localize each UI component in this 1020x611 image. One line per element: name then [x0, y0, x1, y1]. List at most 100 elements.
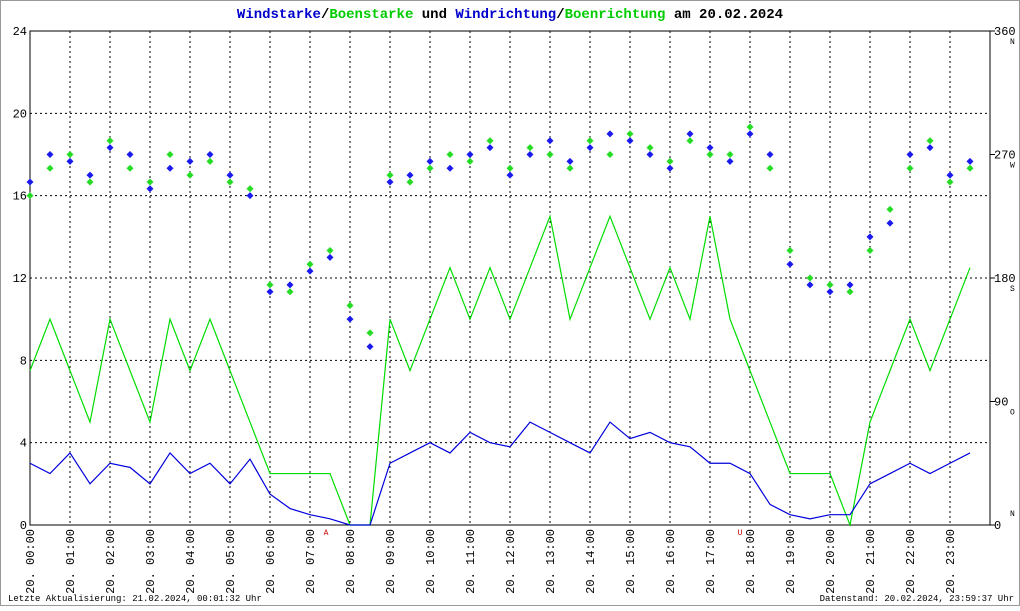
direction-point [206, 157, 214, 165]
direction-point [86, 171, 94, 179]
footer-left: Letzte Aktualisierung: 21.02.2024, 00:01… [8, 594, 262, 604]
direction-point [166, 164, 174, 172]
direction-point [506, 171, 514, 179]
direction-point [326, 253, 334, 261]
direction-point [586, 144, 594, 152]
direction-point [386, 171, 394, 179]
direction-point [246, 185, 254, 193]
direction-point [846, 288, 854, 296]
direction-point [906, 151, 914, 158]
direction-point [286, 281, 294, 289]
direction-point [946, 178, 954, 186]
direction-point [126, 151, 134, 158]
direction-point [946, 171, 954, 179]
chart-title: Windstarke/Boenstarke und Windrichtung/B… [237, 7, 783, 23]
x-tick-label: 20. 18:00 [744, 529, 758, 594]
direction-point [666, 164, 674, 172]
direction-point [26, 192, 34, 200]
direction-point [766, 151, 774, 158]
footer-right: Datenstand: 20.02.2024, 23:59:37 Uhr [820, 594, 1014, 604]
direction-point [726, 151, 734, 158]
direction-point [806, 281, 814, 289]
direction-point [526, 151, 534, 158]
direction-point [146, 178, 154, 186]
title-part: und [413, 7, 455, 23]
direction-point [446, 151, 454, 158]
annotation: U [738, 529, 743, 538]
direction-point [766, 164, 774, 172]
title-part: Windrichtung [455, 7, 556, 23]
direction-point [346, 315, 354, 323]
direction-point [226, 178, 234, 186]
direction-point [606, 151, 614, 158]
wind-line [29, 214, 971, 528]
direction-point [626, 130, 634, 138]
x-tick-label: 20. 08:00 [344, 529, 358, 594]
direction-point [726, 157, 734, 165]
x-tick-label: 20. 07:00 [304, 529, 318, 594]
title-part: / [321, 7, 329, 23]
y2-compass-label: S [1010, 285, 1015, 294]
direction-point [786, 247, 794, 255]
direction-point [486, 144, 494, 152]
direction-point [26, 178, 34, 186]
y2-tick-label: 270 [994, 149, 1016, 163]
y-tick-label: 12 [13, 272, 27, 286]
x-tick-label: 20. 09:00 [384, 529, 398, 594]
direction-point [126, 164, 134, 172]
x-tick-label: 20. 17:00 [704, 529, 718, 594]
direction-point [886, 205, 894, 213]
direction-point [226, 171, 234, 179]
direction-point [46, 151, 54, 158]
y-tick-label: 4 [20, 437, 27, 451]
direction-point [686, 137, 694, 145]
direction-point [926, 137, 934, 145]
direction-point [866, 233, 874, 241]
direction-point [286, 288, 294, 296]
x-tick-label: 20. 10:00 [424, 529, 438, 594]
direction-point [906, 164, 914, 172]
plot-frame [29, 30, 991, 526]
direction-point [826, 288, 834, 296]
direction-point [586, 137, 594, 145]
y-tick-label: 24 [13, 25, 27, 39]
direction-point [566, 164, 574, 172]
direction-point [526, 144, 534, 152]
direction-point [426, 157, 434, 165]
y2-compass-label: W [1010, 162, 1015, 171]
direction-point [466, 151, 474, 158]
direction-point [626, 137, 634, 145]
y-tick-label: 16 [13, 190, 27, 204]
direction-point [86, 178, 94, 186]
direction-point [546, 137, 554, 145]
direction-point [186, 157, 194, 165]
x-tick-label: 20. 15:00 [624, 529, 638, 594]
direction-point [846, 281, 854, 289]
direction-point [666, 157, 674, 165]
x-tick-label: 20. 02:00 [104, 529, 118, 594]
direction-point [926, 144, 934, 152]
x-tick-label: 20. 14:00 [584, 529, 598, 594]
y2-compass-label: N [1010, 510, 1015, 519]
x-tick-label: 20. 19:00 [784, 529, 798, 594]
x-tick-label: 20. 16:00 [664, 529, 678, 594]
direction-point [446, 164, 454, 172]
y2-tick-label: 180 [994, 272, 1016, 286]
x-tick-label: 20. 20:00 [824, 529, 838, 594]
direction-point [266, 281, 274, 289]
direction-point [646, 144, 654, 152]
direction-point [166, 151, 174, 158]
direction-point [966, 164, 974, 172]
x-tick-label: 20. 01:00 [64, 529, 78, 594]
title-part: Windstarke [237, 7, 321, 23]
x-tick-label: 20. 23:00 [944, 529, 958, 594]
direction-point [106, 137, 114, 145]
direction-point [366, 343, 374, 351]
title-part: Boenstarke [329, 7, 413, 23]
direction-point [106, 144, 114, 152]
x-tick-label: 20. 04:00 [184, 529, 198, 594]
x-tick-label: 20. 00:00 [24, 529, 38, 594]
title-part: / [556, 7, 564, 23]
x-tick-label: 20. 13:00 [544, 529, 558, 594]
direction-point [306, 260, 314, 268]
